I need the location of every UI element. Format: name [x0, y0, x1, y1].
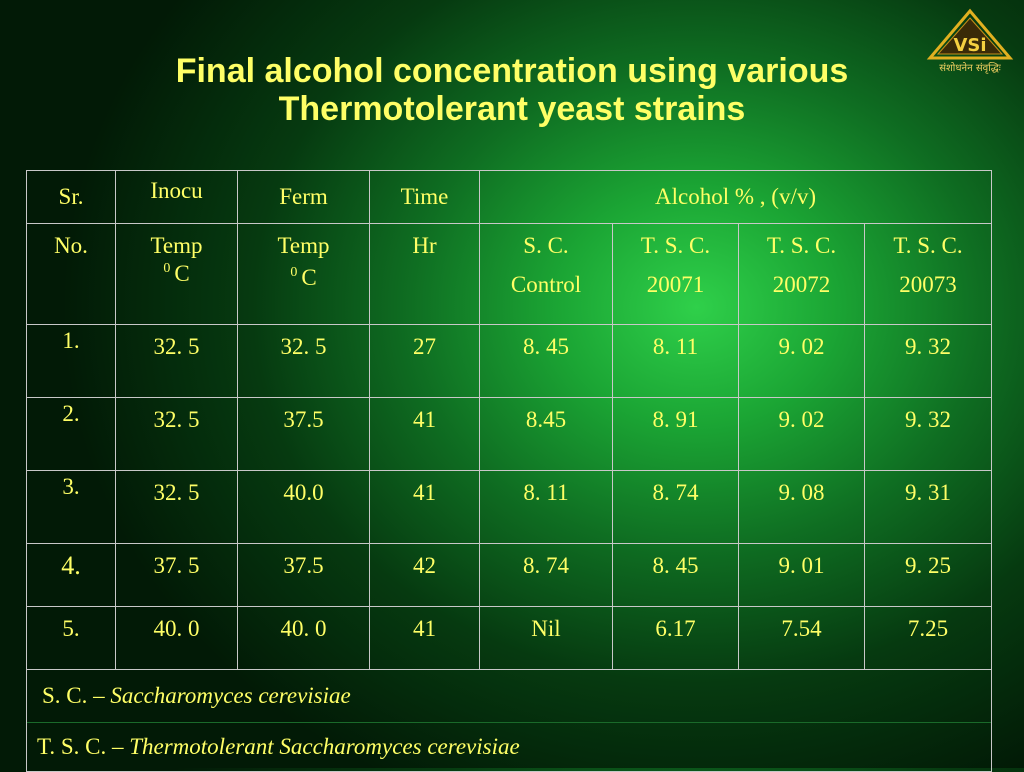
table-row: 4. 37. 5 37.5 42 8. 74 8. 45 9. 01 9. 25: [26, 543, 993, 607]
title-line-1: Final alcohol concentration using variou…: [175, 52, 849, 90]
table-cell: 4.: [26, 543, 116, 607]
table-cell: 8. 74: [612, 470, 739, 544]
table-cell: 7.25: [863, 606, 993, 670]
tsc1-line-2: 20071: [646, 272, 705, 297]
table-cell: 8. 11: [612, 324, 739, 398]
table-cell: 27: [369, 324, 480, 398]
table-row: 1. 32. 5 32. 5 27 8. 45 8. 11 9. 02 9. 3…: [26, 324, 993, 398]
tsc2-line-1: T. S. C.: [766, 233, 837, 258]
legend-tsc: T. S. C. – Thermotolerant Saccharomyces …: [27, 723, 991, 771]
table-cell: 42: [369, 543, 480, 607]
table-cell: 8. 45: [612, 543, 739, 607]
table-cell: 7.54: [738, 606, 865, 670]
table-cell: 9. 32: [863, 397, 993, 471]
logo-text: VSi: [953, 35, 986, 56]
table-cell: 9. 02: [738, 397, 865, 471]
legend-row: S. C. – Saccharomyces cerevisiae T. S. C…: [25, 669, 993, 772]
inocu-temp-label: Temp: [150, 233, 203, 258]
table-cell: 8. 74: [479, 543, 613, 607]
header-hr: Hr: [369, 223, 480, 325]
sc-line-2: Control: [510, 272, 582, 297]
legend-sc-abbr: S. C. –: [42, 683, 105, 708]
inocu-degree-sup: 0: [163, 261, 171, 277]
table-cell: 6.17: [612, 606, 739, 670]
header-inocu: Inocu: [115, 170, 238, 224]
header-alcohol: Alcohol % , (v/v): [478, 170, 993, 224]
table-cell: 32. 5: [115, 324, 238, 398]
table-cell: 32. 5: [237, 324, 370, 398]
table-cell: 8. 45: [479, 324, 613, 398]
table-cell: 32. 5: [115, 470, 238, 544]
table-cell: 8.45: [479, 397, 613, 471]
table-cell: 3.: [26, 470, 116, 544]
table-cell: 41: [369, 470, 480, 544]
header-time: Time: [369, 170, 480, 224]
header-tsc-20071: T. S. C. 20071: [612, 223, 739, 325]
header-tsc-20073: T. S. C. 20073: [863, 223, 993, 325]
table-cell: 40.0: [237, 470, 370, 544]
alcohol-table: Sr. Inocu Ferm Time Alcohol % , (v/v) No…: [25, 170, 993, 772]
table-cell: 32. 5: [115, 397, 238, 471]
table-cell: 9. 25: [863, 543, 993, 607]
table-row: 3. 32. 5 40.0 41 8. 11 8. 74 9. 08 9. 31: [26, 470, 993, 544]
table-cell: 37.5: [237, 543, 370, 607]
tsc1-line-1: T. S. C.: [640, 233, 711, 258]
legend-tsc-name: Thermotolerant Saccharomyces cerevisiae: [129, 734, 520, 759]
table-cell: 9. 02: [738, 324, 865, 398]
slide-title: Final alcohol concentration using variou…: [60, 52, 964, 128]
header-tsc-20072: T. S. C. 20072: [738, 223, 865, 325]
table-cell: 41: [369, 397, 480, 471]
vsi-logo: VSi: [926, 8, 1014, 60]
table-cell: 2.: [26, 397, 116, 471]
table-cell: 8. 11: [479, 470, 613, 544]
table-cell: 1.: [26, 324, 116, 398]
legend-tsc-abbr: T. S. C. –: [37, 734, 124, 759]
tsc3-line-1: T. S. C.: [893, 233, 963, 258]
table-cell: 9. 01: [738, 543, 865, 607]
table-cell: 40. 0: [115, 606, 238, 670]
header-ferm: Ferm: [237, 170, 370, 224]
table-row: 5. 40. 0 40. 0 41 Nil 6.17 7.54 7.25: [26, 606, 993, 670]
table-cell: 9. 32: [863, 324, 993, 398]
header-row-1: Sr. Inocu Ferm Time Alcohol % , (v/v): [26, 170, 993, 224]
header-sr: Sr.: [26, 170, 116, 224]
legend-cell: S. C. – Saccharomyces cerevisiae T. S. C…: [25, 669, 993, 772]
header-no: No.: [26, 223, 116, 325]
legend-sc-name: Saccharomyces cerevisiae: [110, 683, 351, 708]
table-cell: 40. 0: [237, 606, 370, 670]
table-cell: 9. 31: [863, 470, 993, 544]
title-line-2: Thermotolerant yeast strains: [278, 90, 746, 128]
table-cell: 37.5: [237, 397, 370, 471]
header-sc-control: S. C. Control: [479, 223, 613, 325]
table-cell: 37. 5: [115, 543, 238, 607]
table-cell: 9. 08: [738, 470, 865, 544]
inocu-unit: C: [174, 261, 190, 286]
ferm-degree-sup: 0: [290, 265, 298, 281]
logo-tagline: संशोधनेन संवृद्धिः: [939, 63, 1001, 74]
table-cell: 41: [369, 606, 480, 670]
table-cell: 8. 91: [612, 397, 739, 471]
table-cell: 5.: [26, 606, 116, 670]
tsc3-line-2: 20073: [899, 272, 957, 297]
legend-sc: S. C. – Saccharomyces cerevisiae: [27, 670, 992, 723]
tsc2-line-2: 20072: [772, 272, 831, 297]
ferm-unit: C: [301, 265, 317, 290]
table-cell: Nil: [479, 606, 613, 670]
sc-line-1: S. C.: [523, 233, 569, 258]
ferm-temp-label: Temp: [277, 233, 330, 258]
table-row: 2. 32. 5 37.5 41 8.45 8. 91 9. 02 9. 32: [26, 397, 993, 471]
